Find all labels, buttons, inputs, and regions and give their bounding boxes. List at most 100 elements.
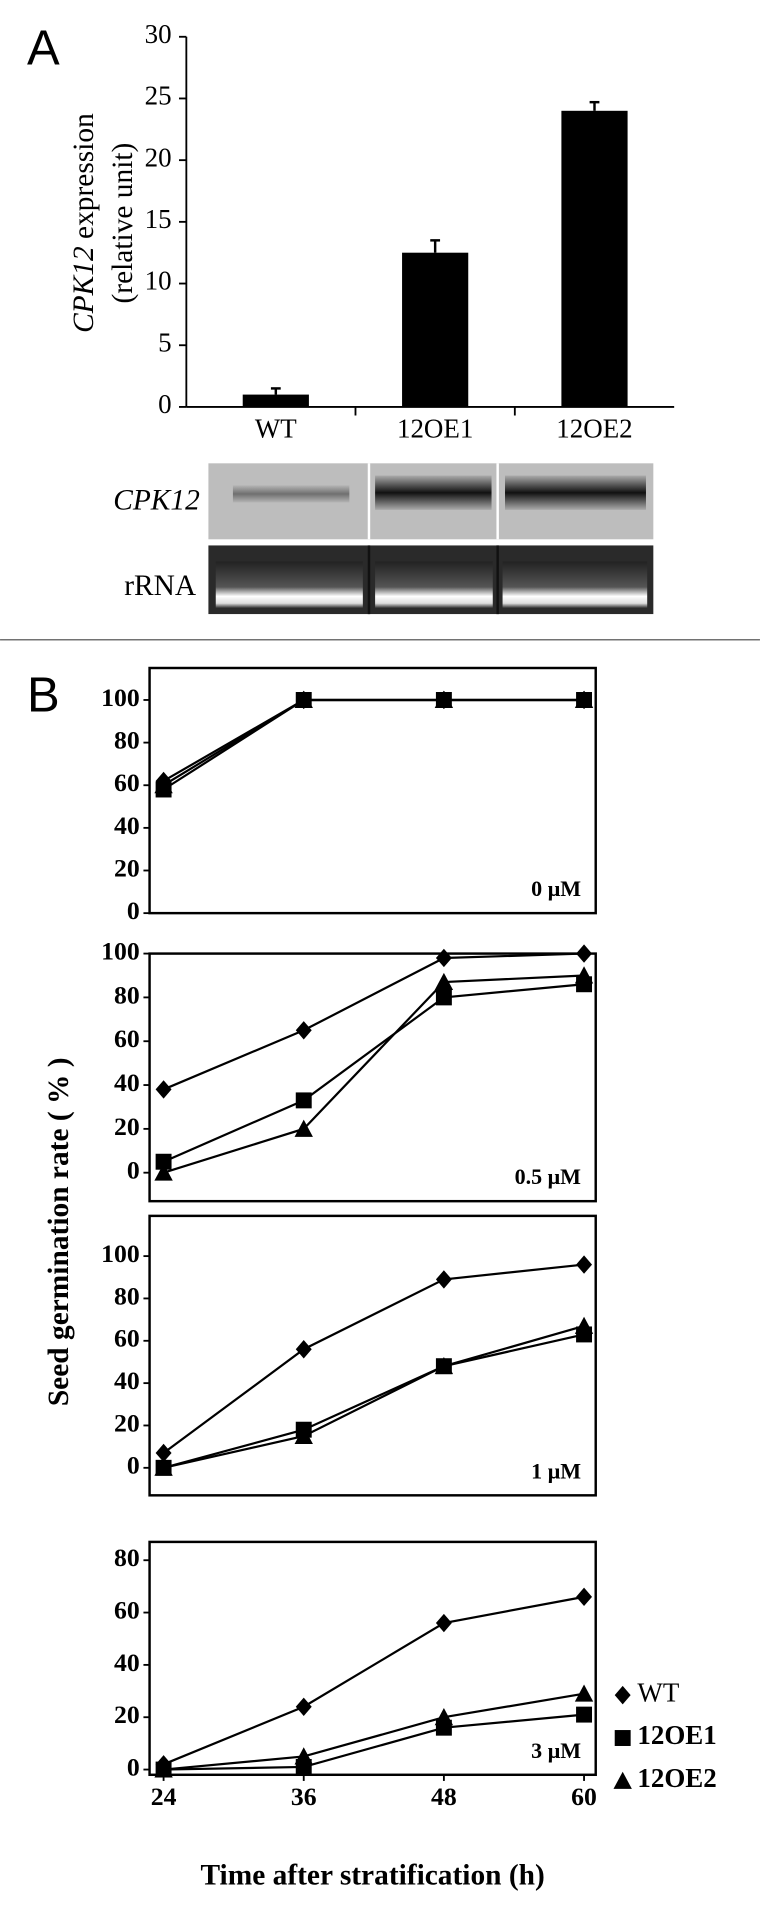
data-point (154, 1760, 173, 1778)
x-tick-label: 12OE1 (397, 414, 473, 444)
y-axis-label: (relative unit) (107, 143, 139, 304)
data-point (576, 1255, 593, 1274)
y-tick-label: 20 (114, 853, 140, 882)
data-point (295, 1697, 312, 1716)
x-axis-label: Time after stratification (h) (200, 1859, 544, 1891)
data-point (294, 1119, 313, 1137)
legend-label: 12OE2 (637, 1763, 716, 1793)
series-line (163, 698, 585, 782)
plot-frame (148, 952, 597, 1203)
panel-label: B (27, 669, 60, 723)
y-tick-label: 5 (158, 327, 171, 357)
series-line (163, 1692, 585, 1771)
data-point (435, 989, 452, 1006)
data-point (435, 1270, 452, 1289)
data-point (574, 1316, 594, 1334)
data-point (155, 1153, 172, 1170)
panel-label: A (27, 21, 60, 75)
data-point (294, 1426, 313, 1445)
y-tick-label: 100 (101, 683, 140, 712)
series-line (163, 698, 585, 787)
panel-annotation: 0.5 μM (515, 1164, 582, 1189)
y-tick-label: 20 (145, 142, 172, 172)
y-tick-label: 30 (145, 19, 172, 49)
y-tick-label: 25 (145, 81, 172, 111)
gel-label: CPK12 (113, 484, 200, 516)
data-point (155, 1080, 172, 1099)
y-tick-label: 20 (114, 1112, 140, 1141)
y-label-gene: CPK12 (68, 246, 100, 333)
plot-frame (148, 1540, 597, 1777)
data-point (294, 690, 313, 708)
gel-band (375, 561, 493, 608)
y-tick-label: 0 (158, 389, 171, 419)
series-line (163, 983, 585, 1163)
x-tick-label: 60 (571, 1782, 597, 1811)
legend-marker (614, 1685, 631, 1705)
y-tick-label: 80 (114, 1543, 140, 1572)
y-tick-label: 40 (114, 811, 140, 840)
y-tick-label: 60 (114, 1024, 140, 1053)
data-point (576, 944, 593, 963)
y-tick-label: 20 (114, 1408, 140, 1437)
y-tick-label: 10 (145, 266, 172, 296)
gel-label: rRNA (124, 570, 197, 602)
data-point (294, 1747, 313, 1765)
x-tick-label: 48 (431, 1782, 457, 1811)
y-tick-label: 0 (127, 1752, 140, 1781)
data-point (434, 972, 454, 991)
data-point (434, 1708, 454, 1726)
x-tick-label: WT (255, 414, 297, 444)
data-point (574, 1684, 594, 1702)
data-point (435, 1613, 452, 1633)
y-axis-label: CPK12 expression (68, 113, 100, 333)
series-line (163, 1333, 585, 1469)
legend-marker (614, 1730, 631, 1746)
y-tick-label: 60 (114, 1324, 140, 1353)
y-tick-label: 15 (145, 204, 172, 234)
data-point (154, 1458, 173, 1476)
y-axis-label: Seed germination rate ( % ) (43, 1057, 75, 1406)
data-point (154, 776, 173, 794)
gel-band (502, 561, 648, 608)
data-point (435, 948, 452, 968)
panel-annotation: 1 μM (531, 1458, 581, 1483)
series-line (162, 1263, 585, 1454)
gel-band (505, 475, 646, 510)
y-label-text: expression (68, 113, 100, 246)
y-tick-label: 80 (114, 726, 140, 755)
gel-band (215, 561, 363, 608)
y-tick-label: 0 (127, 896, 140, 925)
data-point (574, 690, 594, 708)
legend-label: 12OE1 (637, 1720, 716, 1750)
bar (242, 394, 309, 407)
data-point (434, 1356, 454, 1375)
legend-label: WT (637, 1677, 679, 1707)
series-line (163, 1595, 585, 1766)
y-tick-label: 0 (127, 1156, 140, 1185)
bar (402, 252, 469, 407)
gel-band (232, 485, 350, 503)
plot-frame (148, 666, 597, 915)
y-tick-label: 80 (114, 1281, 140, 1310)
gel-band (375, 475, 492, 510)
data-point (574, 966, 594, 984)
legend-marker (613, 1771, 632, 1789)
series-line (163, 952, 585, 1091)
y-tick-label: 40 (114, 1648, 140, 1677)
y-tick-label: 100 (101, 1239, 140, 1268)
y-tick-label: 40 (114, 1366, 140, 1395)
data-point (295, 1340, 312, 1359)
y-tick-label: 60 (114, 768, 140, 797)
data-point (434, 690, 454, 708)
plot-frame (148, 1214, 597, 1497)
panel-annotation: 3 μM (531, 1738, 581, 1763)
data-point (295, 1021, 312, 1040)
data-point (576, 1706, 593, 1723)
bar (561, 110, 628, 407)
data-point (154, 1163, 173, 1181)
y-tick-label: 40 (114, 1068, 140, 1097)
x-tick-label: 36 (291, 1782, 317, 1811)
